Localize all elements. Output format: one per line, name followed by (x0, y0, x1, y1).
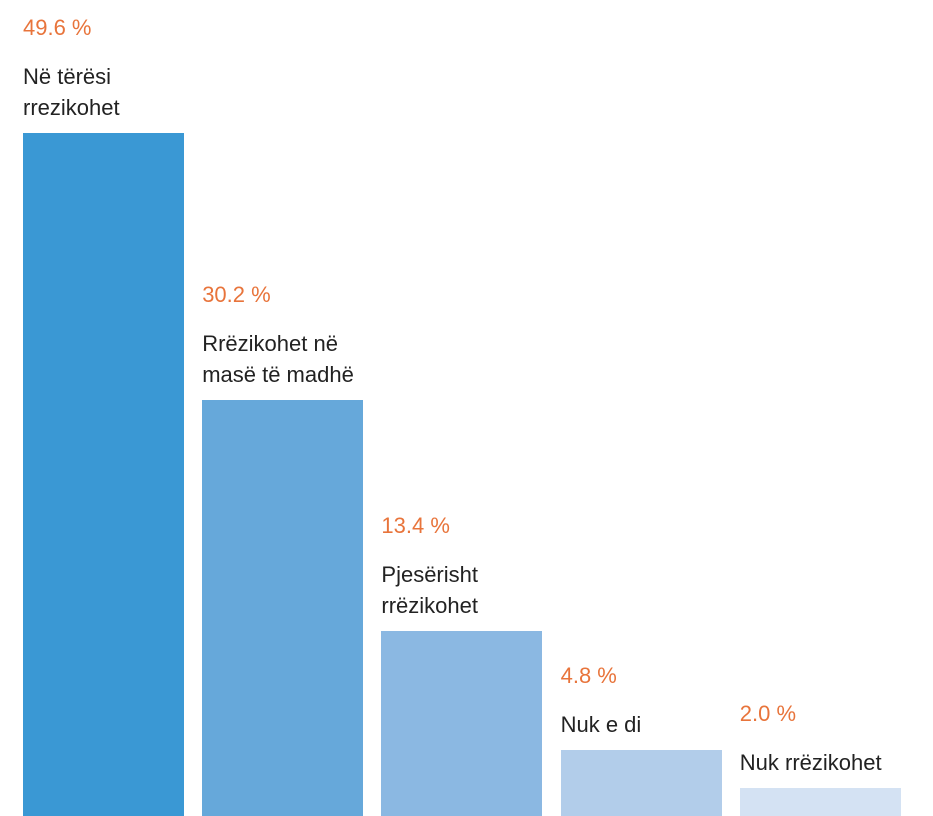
bar (739, 788, 901, 816)
bar-label: 49.6 % Në tërësi rrezikohet (23, 13, 203, 123)
value-label: 13.4 % (381, 513, 450, 539)
value-label: 30.2 % (202, 282, 271, 308)
category-label: Nuk e di (560, 711, 642, 737)
bar-label: 2.0 % Nuk rrëzikohet (740, 699, 920, 778)
category-label: Në tërësi rrezikohet (23, 64, 120, 120)
category-label: Pjesërisht rrëzikohet (381, 562, 478, 619)
bar (381, 631, 543, 816)
category-label: Nuk rrëzikohet (739, 750, 882, 776)
bar-label: 13.4 % Pjesërisht rrëzikohet (381, 511, 561, 621)
bar-label: 4.8 % Nuk e di (561, 661, 741, 740)
value-label: 49.6 % (23, 15, 92, 40)
bar (202, 400, 364, 816)
value-label: 4.8 % (560, 662, 617, 688)
bar (560, 749, 722, 816)
category-label: Rrëzikohet në masë të madhë (202, 331, 354, 388)
bar (23, 133, 184, 816)
bar-label: 30.2 % Rrëzikohet në masë të madhë (202, 280, 382, 390)
value-label: 2.0 % (739, 701, 797, 727)
